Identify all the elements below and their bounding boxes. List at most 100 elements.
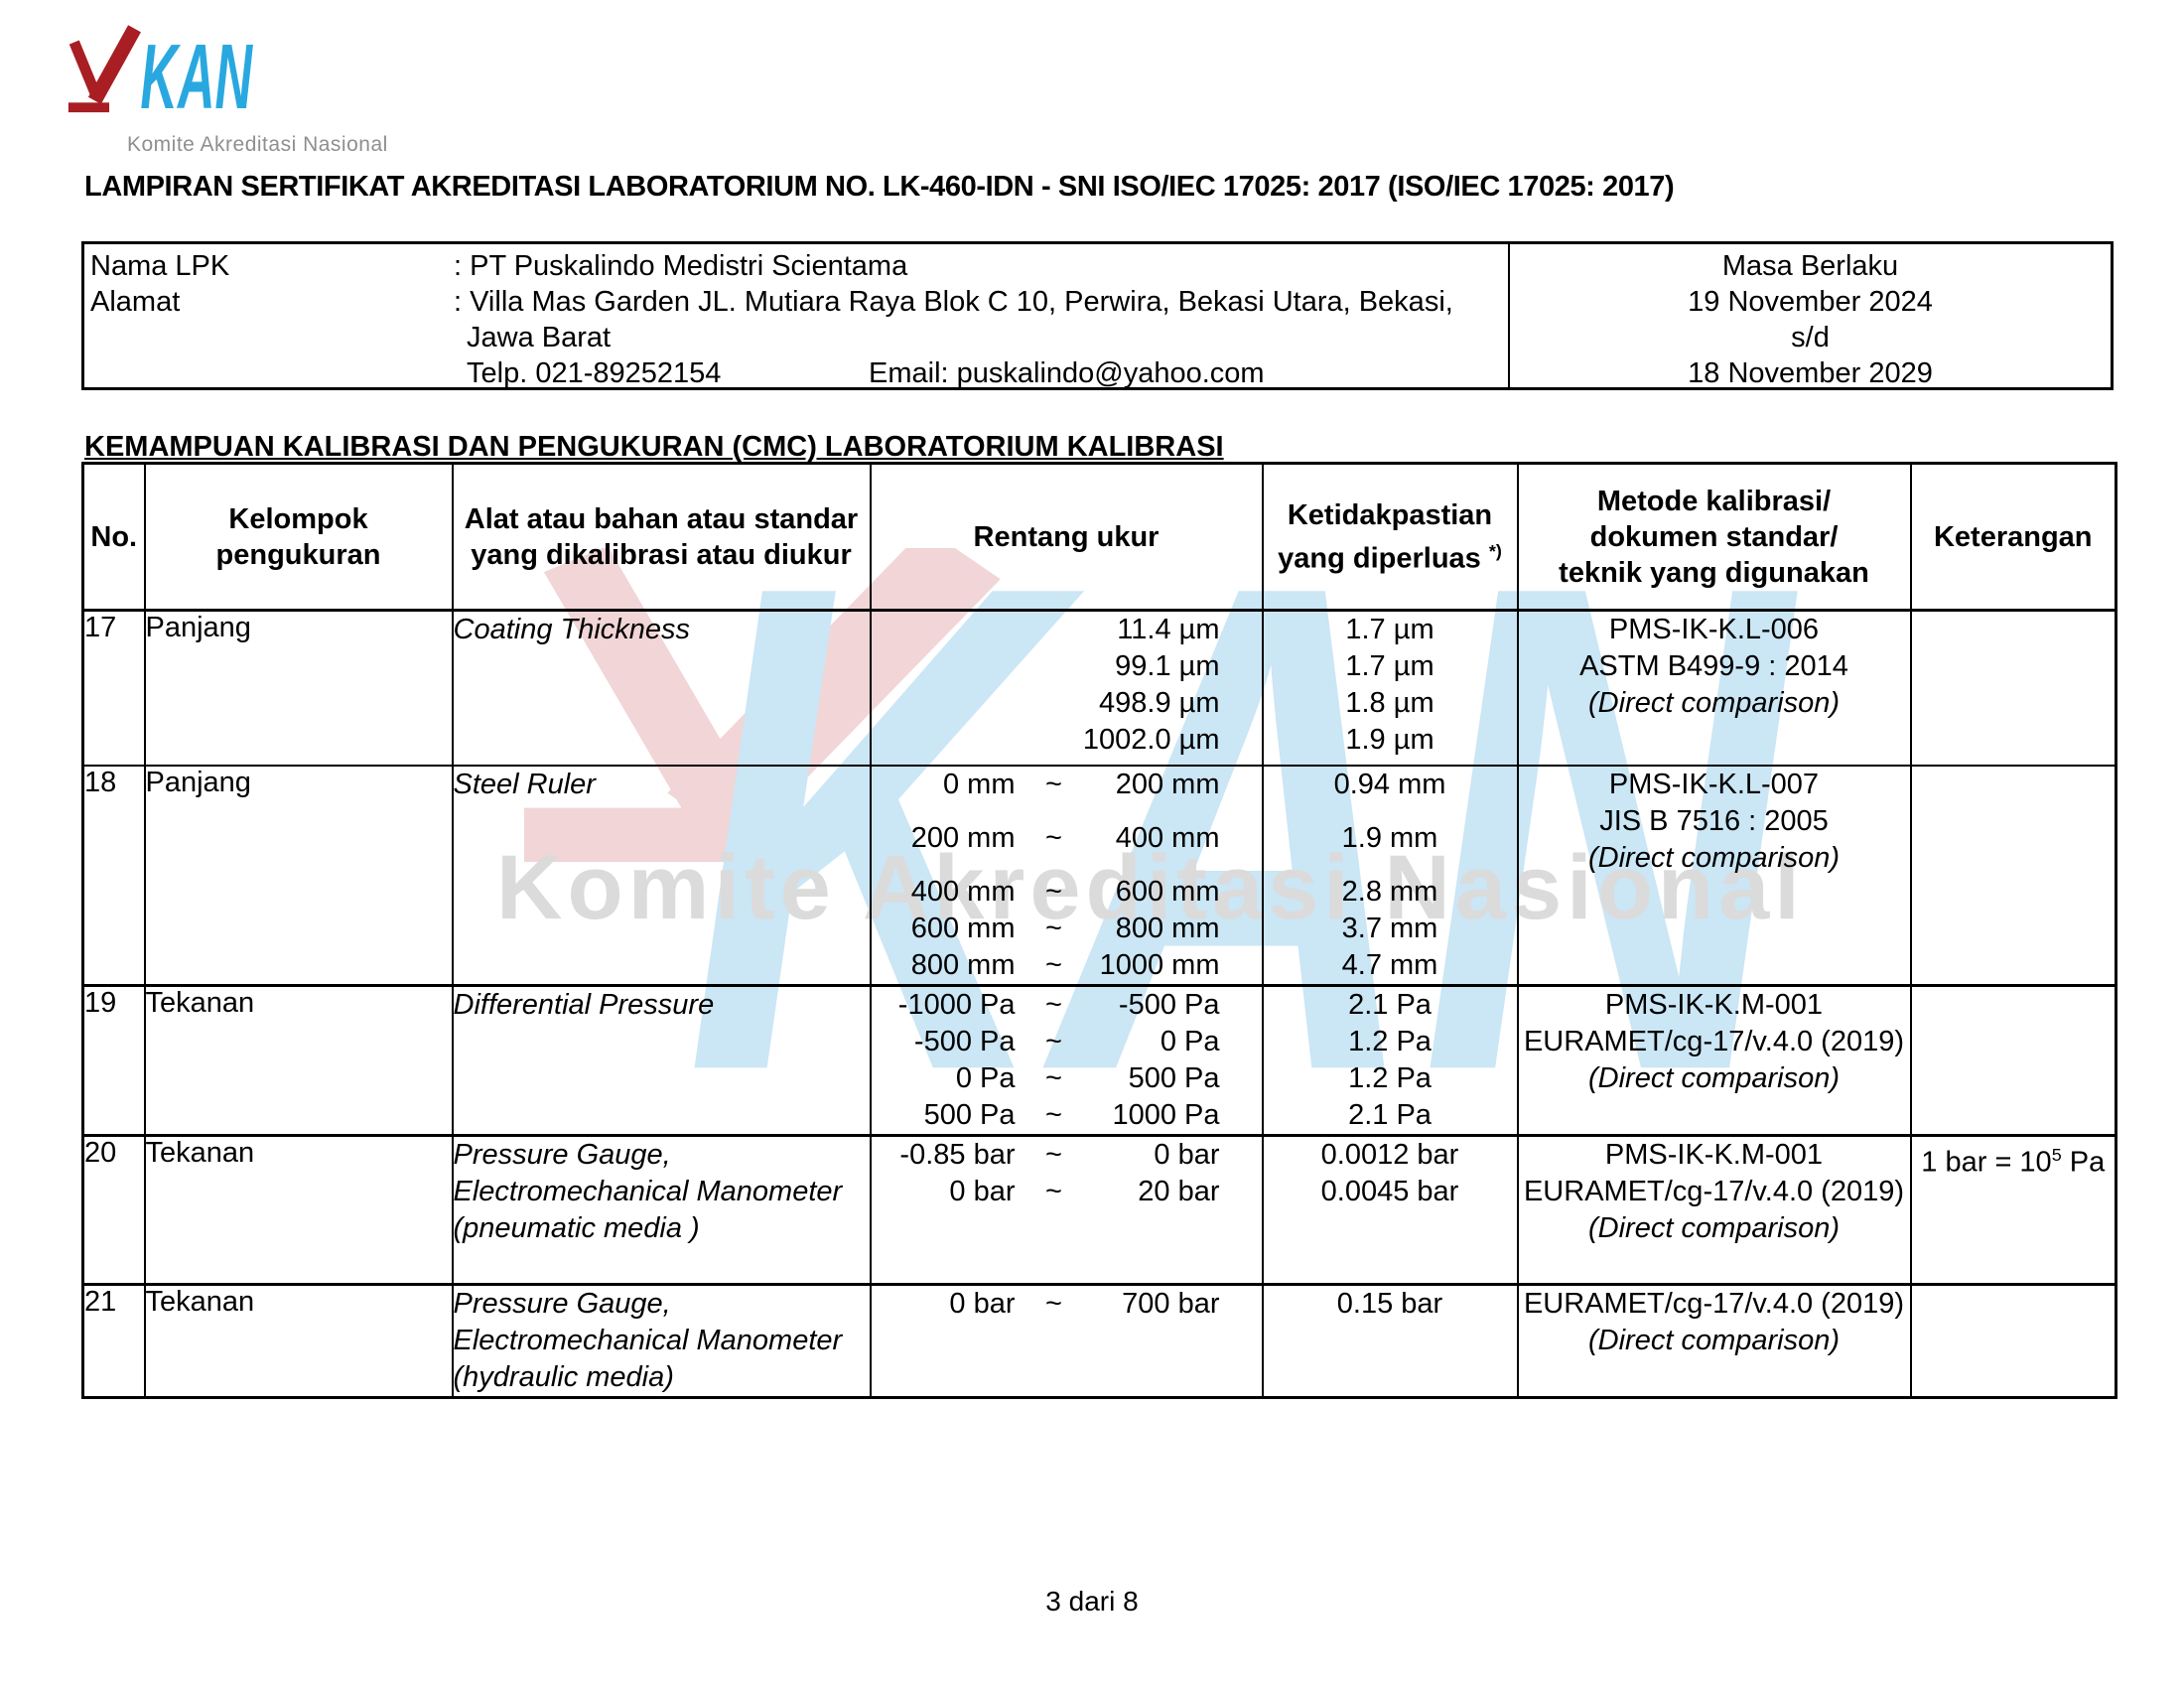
instrument-line: Pressure Gauge, — [453, 1138, 671, 1171]
range-value: 800 mm ~1000 mm — [910, 948, 1220, 981]
cell-kelompok: Panjang — [143, 609, 454, 767]
sd-text: s/d — [1791, 322, 1830, 353]
header-ketidakpastian: Ketidakpastian yang diperluas *) — [1261, 462, 1519, 612]
cell-rentang: -1000 Pa ~ -500 Pa -500 Pa ~0 Pa 0 Pa ~500 Pa 5… — [869, 983, 1264, 1136]
instrument-line: Electromechanical Manometer — [453, 1175, 843, 1207]
cell-kelompok: Panjang — [143, 764, 454, 986]
cell-ketidakpastian: 0.15 bar — [1261, 1282, 1519, 1398]
method-line: (Direct comparison) — [1588, 1061, 1840, 1094]
instrument-line: Steel Ruler — [453, 768, 596, 800]
table-row-21: 21 Tekanan Pressure Gauge, Electromechani… — [81, 1282, 2117, 1398]
kan-logo-graphic: KAN — [68, 25, 253, 119]
lab-info-left: Nama LPK : PT Puskalindo Medistri Scient… — [84, 244, 1508, 389]
header-metode: Metode kalibrasi/dokumen standar/teknik … — [1516, 462, 1912, 612]
uncertainty-value: 0.15 bar — [1336, 1287, 1443, 1320]
alamat-label: Alamat — [90, 286, 181, 318]
range-value: 99.1 µm — [1115, 650, 1220, 682]
method-line: PMS-IK-K.L-006 — [1608, 614, 1820, 645]
email-value: Email: puskalindo@yahoo.com — [869, 357, 1265, 389]
cell-no: 19 — [81, 983, 146, 1136]
uncertainty-value: 1.9 mm — [1341, 821, 1438, 854]
instrument-line: (pneumatic media ) — [453, 1211, 700, 1244]
header-kelompok: Kelompok pengukuran — [143, 462, 454, 612]
method-line: EURAMET/cg-17/v.4.0 (2019) — [1523, 1287, 1905, 1320]
alamat-value: : Villa Mas Garden JL. Mutiara Raya Blok… — [454, 286, 1453, 318]
cell-no: 21 — [81, 1282, 146, 1398]
cell-metode: PMS-IK-K.L-006 ASTM B499-9 : 2014 (Direct … — [1516, 609, 1912, 767]
cell-kelompok: Tekanan — [143, 1282, 454, 1398]
instrument-line: Differential Pressure — [453, 988, 715, 1021]
cell-no: 20 — [81, 1133, 146, 1285]
cell-alat: Pressure Gauge, Electromechanical Manomet… — [451, 1133, 872, 1285]
uncertainty-value: 1.2 Pa — [1348, 1061, 1432, 1094]
cell-keterangan — [1909, 1282, 2117, 1398]
cell-rentang: 11.4 µm 99.1 µm 498.9 µm 1002.0 µm — [869, 609, 1264, 767]
table-row-17: 17 Panjang Coating Thickness 11.4 µm 99.1… — [81, 609, 2117, 767]
cell-keterangan — [1909, 983, 2117, 1136]
method-line: ASTM B499-9 : 2014 — [1579, 650, 1848, 682]
cell-rentang: -0.85 bar ~0 bar 0 bar ~20 bar — [869, 1133, 1264, 1285]
uncertainty-value: 1.7 µm — [1345, 650, 1434, 682]
method-line: JIS B 7516 : 2005 — [1599, 804, 1829, 837]
lab-info-box: Nama LPK : PT Puskalindo Medistri Scient… — [81, 241, 2114, 390]
range-value: -500 Pa ~0 Pa — [913, 1025, 1220, 1057]
cell-keterangan — [1909, 609, 2117, 767]
method-line: (Direct comparison) — [1588, 841, 1840, 874]
page-title: LAMPIRAN SERTIFIKAT AKREDITASI LABORATOR… — [84, 171, 1675, 203]
cell-keterangan — [1909, 764, 2117, 986]
range-value: 500 Pa ~1000 Pa — [923, 1098, 1220, 1131]
range-value: 400 mm ~600 mm — [910, 875, 1220, 908]
cell-rentang: 0 mm ~200 mm 200 mm ~400 mm 400 mm ~600 mm 600… — [869, 764, 1264, 986]
header-keterangan: Keterangan — [1909, 462, 2117, 612]
cell-ketidakpastian: 2.1 Pa 1.2 Pa 1.2 Pa 2.1 Pa — [1261, 983, 1519, 1136]
uncertainty-value: 1.2 Pa — [1348, 1025, 1432, 1057]
cell-alat: Pressure Gauge, Electromechanical Manomet… — [451, 1282, 872, 1398]
logo-kan-text: KAN — [140, 25, 253, 119]
uncertainty-value: 2.1 Pa — [1348, 1098, 1432, 1131]
uncertainty-value: 3.7 mm — [1341, 912, 1438, 944]
uncertainty-value: 2.1 Pa — [1348, 988, 1432, 1021]
cell-alat: Steel Ruler — [451, 764, 872, 986]
method-line: EURAMET/cg-17/v.4.0 (2019) — [1523, 1175, 1905, 1207]
method-line: (Direct comparison) — [1588, 687, 1840, 719]
cell-ketidakpastian: 0.94 mm 1.9 mm 2.8 mm 3.7 mm 4.7 mm — [1261, 764, 1519, 986]
range-value: 600 mm ~800 mm — [910, 912, 1220, 944]
table-row-20: 20 Tekanan Pressure Gauge, Electromechani… — [81, 1133, 2117, 1285]
instrument-line: (hydraulic media) — [453, 1360, 674, 1393]
method-line: PMS-IK-K.L-007 — [1608, 768, 1820, 800]
cmc-table-head: No. Kelompok pengukuran Alat atau bahan a… — [81, 462, 2117, 612]
logo-subtitle: Komite Akreditasi Nasional — [127, 133, 388, 156]
cell-alat: Coating Thickness — [451, 609, 872, 767]
table-row-18: 18 Panjang Steel Ruler 0 mm ~200 mm 200 mm… — [81, 764, 2117, 986]
cell-kelompok: Tekanan — [143, 1133, 454, 1285]
cmc-table: No. Kelompok pengukuran Alat atau bahan a… — [81, 462, 2117, 1399]
cell-metode: PMS-IK-K.M-001 EURAMET/cg-17/v.4.0 (2019)… — [1516, 983, 1912, 1136]
cell-metode: PMS-IK-K.M-001 EURAMET/cg-17/v.4.0 (2019)… — [1516, 1133, 1912, 1285]
method-line: EURAMET/cg-17/v.4.0 (2019) — [1523, 1025, 1905, 1057]
method-line: (Direct comparison) — [1588, 1211, 1840, 1244]
method-line: (Direct comparison) — [1588, 1324, 1840, 1356]
cell-ketidakpastian: 0.0012 bar 0.0045 bar — [1261, 1133, 1519, 1285]
uncertainty-value: 1.9 µm — [1345, 724, 1434, 756]
nama-lpk-value: : PT Puskalindo Medistri Scientama — [454, 250, 908, 282]
section-heading: KEMAMPUAN KALIBRASI DAN PENGUKURAN (CMC)… — [84, 431, 1224, 463]
uncertainty-value: 0.0045 bar — [1320, 1175, 1459, 1207]
masa-berlaku-label: Masa Berlaku — [1721, 250, 1899, 282]
uncertainty-value: 0.94 mm — [1333, 768, 1446, 800]
uncertainty-value: 1.8 µm — [1345, 687, 1434, 719]
range-value: 0 bar ~20 bar — [949, 1175, 1220, 1207]
uncertainty-value: 0.0012 bar — [1320, 1138, 1459, 1171]
table-row-19: 19 Tekanan Differential Pressure -1000 P… — [81, 983, 2117, 1136]
note-line: 1 bar = 105 Pa — [1921, 1144, 2106, 1179]
nama-lpk-label: Nama LPK — [90, 250, 230, 282]
cmc-table-body: 17 Panjang Coating Thickness 11.4 µm 99.1… — [81, 609, 2117, 1398]
checkmark-icon — [87, 25, 141, 104]
valid-from-date: 19 November 2024 — [1688, 286, 1933, 318]
range-value: 498.9 µm — [1099, 687, 1220, 719]
uncertainty-value: 2.8 mm — [1341, 875, 1438, 908]
header-no: No. — [81, 462, 146, 612]
range-value: -1000 Pa ~ -500 Pa — [897, 988, 1220, 1021]
cell-no: 18 — [81, 764, 146, 986]
masa-berlaku-cell: Masa Berlaku 19 November 2024 s/d 18 Nov… — [1508, 244, 2111, 389]
